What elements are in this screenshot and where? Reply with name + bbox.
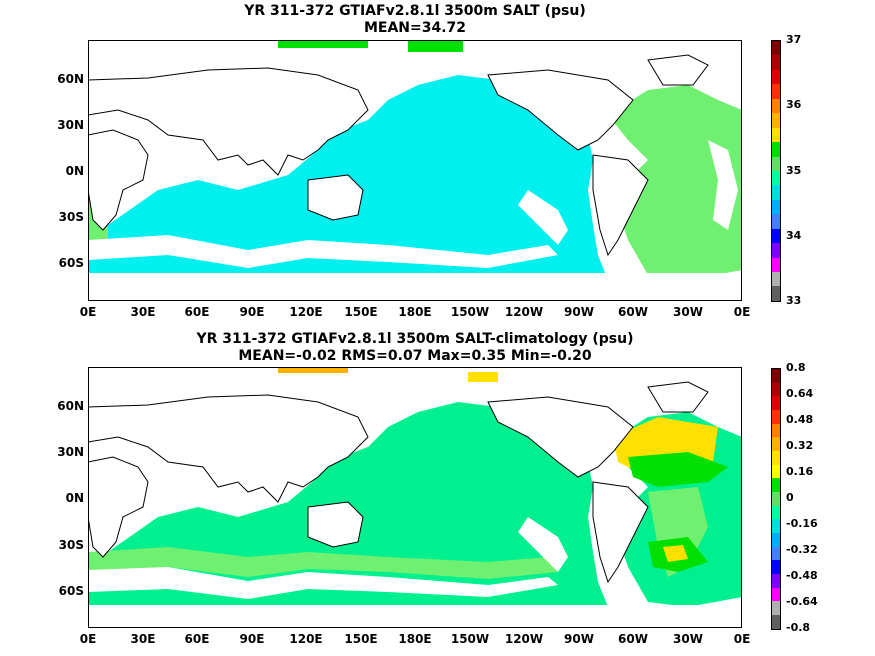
panel2-xlabel: 0E bbox=[733, 632, 751, 646]
colorbar-segment bbox=[772, 396, 780, 411]
colorbar-segment bbox=[772, 69, 780, 85]
panel2-xlabel: 0E bbox=[79, 632, 97, 646]
panel1-colorbar-label: 37 bbox=[786, 33, 802, 46]
panel2-ylabel-60n: 60N bbox=[57, 399, 84, 413]
colorbar-segment bbox=[772, 519, 780, 534]
panel2-title-line2: MEAN=-0.02 RMS=0.07 Max=0.35 Min=-0.20 bbox=[238, 348, 592, 364]
colorbar-segment bbox=[772, 185, 780, 200]
colorbar-segment bbox=[772, 382, 780, 397]
panel1-ylabel-60s: 60S bbox=[58, 256, 84, 270]
panel2-colorbar-label: -0.48 bbox=[786, 569, 818, 582]
colorbar-segment bbox=[772, 410, 780, 424]
panel2-ylabel-30s: 30S bbox=[58, 538, 84, 552]
panel1-xlabel: 150E bbox=[344, 305, 378, 319]
colorbar-segment bbox=[772, 601, 780, 616]
panel1-title-line2: MEAN=34.72 bbox=[363, 20, 467, 36]
panel2-colorbar-label: -0.8 bbox=[786, 621, 811, 634]
panel2-colorbar-label: 0.32 bbox=[786, 439, 814, 452]
panel1-xlabel: 90W bbox=[564, 305, 594, 319]
colorbar-segment bbox=[772, 113, 780, 128]
colorbar-segment bbox=[772, 437, 780, 452]
panel2-title-line1: YR 311-372 GTIAFv2.8.1l 3500m SALT-clima… bbox=[196, 331, 634, 347]
colorbar-segment bbox=[772, 170, 780, 186]
panel1-xlabel: 120E bbox=[289, 305, 323, 319]
panel1-colorbar bbox=[771, 40, 781, 302]
panel1-xlabel: 90E bbox=[239, 305, 265, 319]
colorbar-segment bbox=[772, 615, 780, 629]
panel2-colorbar-label: 0.48 bbox=[786, 413, 814, 426]
panel2-colorbar bbox=[771, 368, 781, 630]
colorbar-segment bbox=[772, 142, 780, 157]
colorbar-segment bbox=[772, 451, 780, 465]
panel2-colorbar-label: -0.16 bbox=[786, 517, 818, 530]
colorbar-segment bbox=[772, 533, 780, 547]
panel2-xlabel: 150E bbox=[344, 632, 378, 646]
panel1-xlabel: 30W bbox=[673, 305, 703, 319]
panel2-ylabel-0n: 0N bbox=[65, 491, 84, 505]
panel1-ylabel-30n: 30N bbox=[57, 118, 84, 132]
panel1-ylabel-0n: 0N bbox=[65, 164, 84, 178]
colorbar-segment bbox=[772, 257, 780, 272]
panel1-xlabel: 0E bbox=[79, 305, 97, 319]
panel2-colorbar-label: 0.8 bbox=[786, 361, 806, 374]
panel1-ylabel-60n: 60N bbox=[57, 72, 84, 86]
panel2-colorbar-label: 0.16 bbox=[786, 465, 814, 478]
colorbar-segment bbox=[772, 546, 780, 561]
colorbar-segment bbox=[772, 127, 780, 143]
panel2-xlabel: 60E bbox=[184, 632, 210, 646]
colorbar-segment bbox=[772, 560, 780, 575]
panel2-xlabel: 90E bbox=[239, 632, 265, 646]
panel1-title-line1: YR 311-372 GTIAFv2.8.1l 3500m SALT (psu) bbox=[244, 3, 586, 19]
colorbar-segment bbox=[772, 98, 780, 114]
panel2-colorbar-label: -0.32 bbox=[786, 543, 818, 556]
colorbar-segment bbox=[772, 464, 780, 479]
panel2-ylabel-60s: 60S bbox=[58, 584, 84, 598]
colorbar-segment bbox=[772, 286, 780, 301]
colorbar-segment bbox=[772, 272, 780, 287]
panel2-xlabel: 60W bbox=[618, 632, 648, 646]
colorbar-segment bbox=[772, 228, 780, 244]
colorbar-segment bbox=[772, 478, 780, 493]
colorbar-segment bbox=[772, 369, 780, 383]
panel1-map bbox=[88, 40, 742, 301]
panel1-xlabel: 120W bbox=[504, 305, 544, 319]
colorbar-segment bbox=[772, 84, 780, 99]
panel2-xlabel: 120E bbox=[289, 632, 323, 646]
colorbar-segment bbox=[772, 199, 780, 215]
panel1-xlabel: 150W bbox=[450, 305, 490, 319]
colorbar-segment bbox=[772, 587, 780, 602]
panel1-xlabel: 30E bbox=[130, 305, 156, 319]
panel1-colorbar-label: 35 bbox=[786, 164, 802, 177]
colorbar-segment bbox=[772, 243, 780, 258]
panel2-ylabel-30n: 30N bbox=[57, 445, 84, 459]
panel2-xlabel: 30E bbox=[130, 632, 156, 646]
panel2-colorbar-label: 0.64 bbox=[786, 387, 814, 400]
colorbar-segment bbox=[772, 156, 780, 171]
panel2-xlabel: 150W bbox=[450, 632, 490, 646]
panel2-xlabel: 30W bbox=[673, 632, 703, 646]
panel1-colorbar-label: 36 bbox=[786, 98, 802, 111]
panel1-xlabel: 60W bbox=[618, 305, 648, 319]
panel1-colorbar-label: 33 bbox=[786, 294, 802, 307]
panel2-xlabel: 120W bbox=[504, 632, 544, 646]
colorbar-segment bbox=[772, 423, 780, 438]
panel1-xlabel: 0E bbox=[733, 305, 751, 319]
colorbar-segment bbox=[772, 505, 780, 520]
panel1-xlabel: 60E bbox=[184, 305, 210, 319]
colorbar-segment bbox=[772, 214, 780, 229]
panel1-colorbar-label: 34 bbox=[786, 229, 802, 242]
colorbar-segment bbox=[772, 492, 780, 506]
colorbar-segment bbox=[772, 55, 780, 70]
colorbar-segment bbox=[772, 574, 780, 588]
panel2-map bbox=[88, 367, 742, 628]
panel1-xlabel: 180E bbox=[398, 305, 432, 319]
panel2-colorbar-label: -0.64 bbox=[786, 595, 818, 608]
panel2-xlabel: 180E bbox=[398, 632, 432, 646]
panel1-ylabel-30s: 30S bbox=[58, 210, 84, 224]
panel2-colorbar-label: 0 bbox=[786, 491, 794, 504]
colorbar-segment bbox=[772, 41, 780, 56]
panel2-xlabel: 90W bbox=[564, 632, 594, 646]
